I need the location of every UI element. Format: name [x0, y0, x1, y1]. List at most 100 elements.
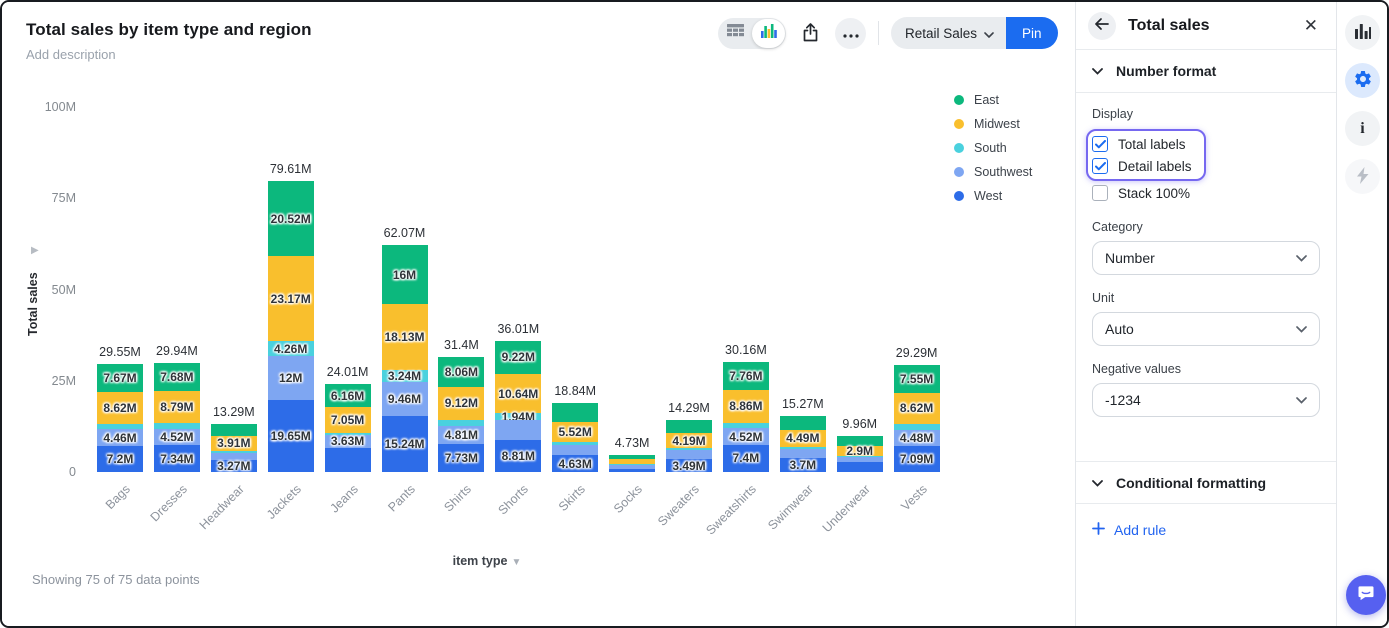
bar-segment-south[interactable]: [97, 423, 143, 430]
bar-segment-east[interactable]: 20.52M: [267, 181, 314, 257]
bar-segment-south[interactable]: [666, 448, 712, 451]
bar-jeans[interactable]: 24.01M 6.16M 7.05M 3.63M: [324, 365, 371, 472]
bar-pants[interactable]: 62.07M 16M 18.13M 3.24M 9.46M 15.24M: [381, 226, 428, 472]
legend-item-south[interactable]: South: [954, 136, 1032, 160]
bar-segment-southwest[interactable]: [666, 450, 712, 460]
bar-sweatshirts[interactable]: 30.16M 7.76M 8.86M 4.52M 7.4M: [722, 343, 769, 472]
bar-segment-west[interactable]: 3.7M: [779, 458, 826, 472]
bar-segment-southwest[interactable]: [609, 465, 656, 469]
bar-segment-east[interactable]: [210, 423, 257, 437]
bar-segment-east[interactable]: 7.76M: [722, 361, 769, 391]
bar-segment-midwest[interactable]: 8.86M: [722, 390, 769, 423]
section-number-format[interactable]: Number format: [1076, 50, 1336, 93]
bar-segment-west[interactable]: 19.65M: [267, 400, 314, 472]
bar-segment-west[interactable]: 3.27M: [210, 459, 257, 473]
bar-segment-south[interactable]: [722, 422, 769, 429]
bar-shorts[interactable]: 36.01M 9.22M 10.64M 1.94M 8.81M: [495, 322, 542, 472]
bar-segment-west[interactable]: 7.73M: [438, 443, 485, 472]
bar-segment-west[interactable]: [836, 462, 883, 472]
bar-segment-southwest[interactable]: [210, 453, 257, 461]
checkbox-row-total-labels[interactable]: Total labels: [1092, 133, 1192, 155]
bar-segment-southwest[interactable]: 4.52M: [722, 428, 769, 445]
axis-collapse-caret[interactable]: ▶: [31, 245, 39, 256]
bar-segment-east[interactable]: [609, 454, 656, 460]
bar-segment-midwest[interactable]: 5.52M: [552, 422, 599, 443]
bar-shirts[interactable]: 31.4M 8.06M 9.12M 4.81M 7.73M: [438, 338, 485, 472]
bar-segment-south[interactable]: [836, 456, 883, 458]
bar-segment-midwest[interactable]: 8.62M: [97, 392, 143, 424]
bar-sweaters[interactable]: 14.29M 4.19M 3.49M: [666, 401, 712, 473]
share-button[interactable]: [795, 18, 826, 49]
bar-segment-southwest[interactable]: [779, 448, 826, 459]
close-button[interactable]: ✕: [1300, 13, 1322, 38]
legend-item-midwest[interactable]: Midwest: [954, 112, 1032, 136]
bar-segment-east[interactable]: 8.06M: [438, 357, 485, 387]
bar-segment-west[interactable]: 15.24M: [381, 416, 428, 472]
info-tab[interactable]: i: [1345, 111, 1380, 146]
chat-widget-button[interactable]: [1346, 575, 1386, 615]
bar-segment-south[interactable]: [779, 446, 826, 449]
legend-item-east[interactable]: East: [954, 88, 1032, 112]
bar-segment-southwest[interactable]: 4.81M: [438, 426, 485, 444]
bar-vests[interactable]: 29.29M 7.55M 8.62M 4.48M 7.09M: [893, 346, 940, 472]
bar-segment-west[interactable]: 8.81M: [495, 439, 542, 472]
bar-segment-midwest[interactable]: 9.12M: [438, 386, 485, 421]
bar-swimwear[interactable]: 15.27M 4.49M 3.7M: [779, 397, 826, 472]
bar-segment-west[interactable]: 7.4M: [722, 444, 769, 472]
bar-segment-midwest[interactable]: 2.9M: [836, 444, 883, 458]
bar-segment-midwest[interactable]: 7.05M: [324, 406, 371, 433]
bar-headwear[interactable]: 13.29M 3.91M 3.27M: [210, 405, 257, 473]
checkbox-unchecked-icon[interactable]: [1092, 185, 1108, 201]
description-placeholder[interactable]: Add description: [26, 47, 116, 62]
bar-segment-east[interactable]: [666, 419, 712, 433]
bar-segment-south[interactable]: [893, 424, 940, 430]
bar-segment-east[interactable]: 16M: [381, 245, 428, 304]
bar-jackets[interactable]: 79.61M 20.52M 23.17M 4.26M 12M 19.65M: [267, 162, 314, 472]
bar-segment-west[interactable]: 7.09M: [893, 446, 940, 472]
chart-config-tab[interactable]: [1345, 15, 1380, 50]
settings-tab[interactable]: [1345, 63, 1380, 98]
bar-segment-east[interactable]: 7.68M: [153, 362, 200, 391]
section-conditional-formatting[interactable]: Conditional formatting: [1076, 461, 1336, 504]
bar-segment-southwest[interactable]: 4.46M: [97, 429, 143, 446]
bar-dresses[interactable]: 29.94M 7.68M 8.79M 4.52M 7.34M: [153, 344, 200, 472]
bar-bags[interactable]: 29.55M 7.67M 8.62M 4.46M 7.2M: [97, 345, 143, 472]
more-options-button[interactable]: [835, 17, 866, 49]
bar-segment-midwest[interactable]: 8.62M: [893, 392, 940, 425]
chart-view-button[interactable]: [752, 18, 785, 48]
bar-segment-southwest[interactable]: [552, 445, 599, 456]
bar-segment-midwest[interactable]: 10.64M: [495, 374, 542, 414]
pin-button[interactable]: Pin: [1006, 17, 1058, 49]
bar-segment-southwest[interactable]: [495, 420, 542, 440]
bar-segment-west[interactable]: 4.63M: [552, 455, 599, 472]
bar-segment-midwest[interactable]: 4.49M: [779, 430, 826, 447]
bar-segment-west[interactable]: 7.2M: [97, 445, 143, 472]
bar-segment-east[interactable]: 6.16M: [324, 384, 371, 407]
bar-segment-southwest[interactable]: [836, 457, 883, 463]
bar-segment-midwest[interactable]: 23.17M: [267, 256, 314, 341]
bar-segment-east[interactable]: 7.67M: [97, 364, 143, 393]
negative-values-select[interactable]: -1234: [1092, 383, 1320, 417]
bar-segment-south[interactable]: [609, 464, 656, 466]
bar-segment-south[interactable]: [210, 450, 257, 454]
bar-segment-southwest[interactable]: 4.52M: [153, 428, 200, 446]
dataset-selector-button[interactable]: Retail Sales: [891, 17, 1007, 49]
bar-segment-south[interactable]: 1.94M: [495, 410, 542, 424]
legend-item-southwest[interactable]: Southwest: [954, 160, 1032, 184]
bar-segment-southwest[interactable]: 3.63M: [324, 434, 371, 448]
x-axis-title[interactable]: item type ▼: [92, 554, 882, 568]
bar-segment-east[interactable]: [836, 435, 883, 446]
bar-segment-southwest[interactable]: 4.48M: [893, 429, 940, 447]
checkbox-row-detail-labels[interactable]: Detail labels: [1092, 155, 1192, 177]
checkbox-row-stack-100-[interactable]: Stack 100%: [1092, 182, 1320, 204]
unit-select[interactable]: Auto: [1092, 312, 1320, 346]
add-rule-button[interactable]: Add rule: [1076, 504, 1336, 556]
bar-skirts[interactable]: 18.84M 5.52M 4.63M: [552, 384, 599, 472]
bar-segment-west[interactable]: [609, 468, 656, 472]
bar-segment-south[interactable]: 4.26M: [267, 340, 314, 357]
bar-segment-east[interactable]: 9.22M: [495, 340, 542, 375]
automation-tab[interactable]: [1345, 159, 1380, 194]
table-view-button[interactable]: [719, 18, 752, 49]
category-select[interactable]: Number: [1092, 241, 1320, 275]
bar-segment-east[interactable]: [779, 416, 826, 431]
